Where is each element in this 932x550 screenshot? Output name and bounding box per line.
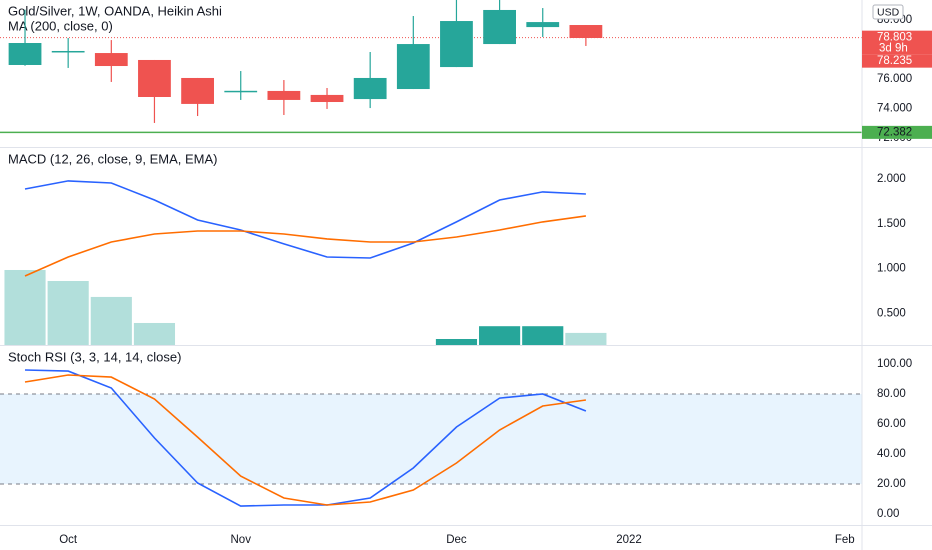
histogram-bar (435, 339, 478, 345)
indicator-line (24, 180, 586, 259)
candle-body (569, 25, 603, 38)
histogram-bar (263, 358, 304, 368)
histogram-bar (133, 322, 176, 345)
last-price-label: 78.803 (877, 32, 912, 44)
y-tick-label: 74.000 (877, 103, 912, 115)
unit-box (872, 4, 904, 20)
x-tick-label: Nov (231, 534, 252, 546)
last-price-box (862, 30, 932, 55)
band-fill (0, 394, 862, 485)
chart-title: Gold/Silver, 1W, OANDA, Heikin Ashi (8, 3, 222, 18)
candle-body (94, 53, 128, 67)
histogram-bar (522, 326, 564, 345)
candle-body (8, 43, 42, 65)
stoch-pane: Stoch RSI (3, 3, 14, 14, close) (0, 349, 862, 507)
unit-label: USD (877, 6, 900, 18)
candle-body (526, 22, 560, 28)
x-tick-label: Oct (59, 534, 78, 546)
x-tick-label: Feb (835, 534, 855, 546)
candle-body (181, 77, 214, 104)
indicator-line (24, 215, 587, 277)
candle-body (353, 77, 387, 100)
x-tick-label: 2022 (616, 534, 642, 546)
y-tick-label: 1.000 (877, 263, 906, 275)
histogram-bar (47, 281, 89, 345)
histogram-bar (565, 332, 607, 345)
histogram-bar (90, 296, 132, 345)
candle-body (138, 59, 171, 97)
y-tick-label: 0.500 (877, 307, 906, 319)
histogram-bar (350, 358, 391, 374)
macd-pane: MACD (12, 26, close, 9, EMA, EMA) (4, 151, 607, 376)
countdown-label: 3d 9h (879, 43, 908, 55)
close-label: 78.235 (877, 55, 912, 67)
ma-label: 72.382 (877, 126, 912, 138)
indicator-title: Stoch RSI (3, 3, 14, 14, close) (8, 349, 181, 364)
y-tick-label: 0.00 (877, 508, 899, 520)
candle-body (51, 50, 85, 53)
y-tick-label: 76.000 (877, 73, 912, 85)
histogram-bar (306, 358, 347, 376)
y-tick-label: 40.00 (877, 448, 906, 460)
y-tick-label: 60.00 (877, 418, 906, 430)
candle-body (310, 94, 344, 103)
candle-body (483, 9, 516, 45)
close-box (862, 54, 932, 68)
histogram-bar (220, 357, 261, 358)
y-tick-label: 20.00 (877, 478, 906, 490)
indicator-line (24, 374, 587, 506)
candle-body (440, 21, 473, 68)
indicator-label: MA (200, close, 0) (8, 18, 113, 33)
candle-body (224, 90, 258, 93)
y-tick-label: 100.00 (877, 358, 912, 370)
indicator-title: MACD (12, 26, close, 9, EMA, EMA) (8, 151, 218, 166)
y-tick-label: 1.500 (877, 218, 906, 230)
candle-body (267, 90, 301, 100)
indicator-line (24, 369, 587, 507)
ma-box (862, 125, 932, 139)
histogram-bar (4, 269, 46, 345)
candle-body (396, 44, 430, 90)
x-tick-label: Dec (446, 534, 467, 546)
y-tick-label: 2.000 (877, 173, 906, 185)
y-tick-label: 80.00 (877, 388, 906, 400)
histogram-bar (479, 326, 521, 345)
histogram-bar (177, 347, 218, 358)
